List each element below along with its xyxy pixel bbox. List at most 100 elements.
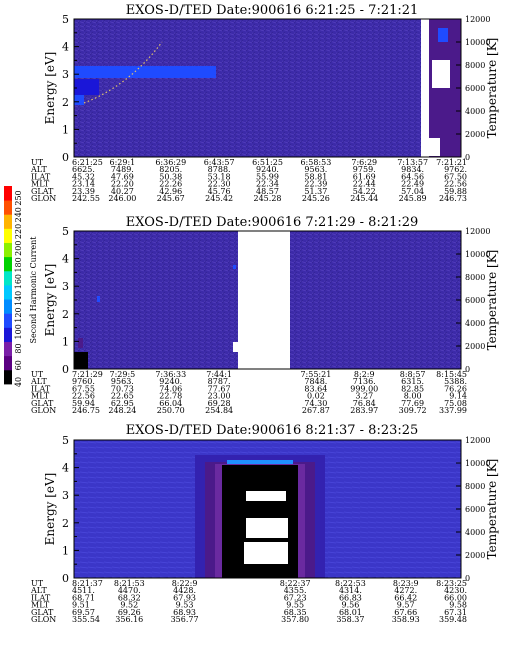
row-value: 64.56 [401, 172, 424, 181]
data-gap [238, 231, 290, 369]
row-value: 66.83 [339, 593, 362, 602]
row-value: 9.56 [342, 601, 360, 610]
row-value: 6:21:25 [72, 158, 103, 167]
edge-spike [233, 342, 238, 352]
y-tick-label: 1 [62, 123, 69, 136]
row-value: 245.67 [157, 194, 185, 203]
y2-tick-label: 10000 [465, 459, 490, 468]
y2-tick-label: 12000 [465, 436, 490, 445]
row-value: 245.28 [254, 194, 282, 203]
row-value: 55.99 [256, 172, 279, 181]
row-value: 4355. [284, 586, 307, 595]
row-value: 9.52 [120, 601, 138, 610]
row-value: 67.50 [444, 172, 467, 181]
y-axis-label: Energy [eV] [43, 52, 57, 125]
row-value: 8:22:37 [280, 579, 311, 588]
row-value: 245.44 [350, 194, 378, 203]
right-axis: 0 2000 4000 6000 8000 10000 12000 [456, 15, 490, 162]
row-value: 6:36:29 [155, 158, 186, 167]
row-value: 4272. [394, 586, 417, 595]
colorbar-swatch [4, 299, 12, 314]
row-value: 7:55:21 [300, 370, 331, 379]
top-saturation [227, 460, 293, 464]
row-value: 8788. [208, 165, 231, 174]
row-value: 0.02 [307, 392, 325, 401]
row-value: 22.30 [208, 180, 231, 189]
colorbar-tick-label: 200 [14, 241, 23, 256]
row-value: 42.96 [159, 187, 182, 196]
y2-tick-label: 2000 [465, 342, 485, 351]
panel-title: EXOS-D/TED Date:900616 6:21:25 - 7:21:21 [126, 3, 419, 18]
row-value: 7848. [304, 377, 327, 386]
row-value: 8:21:37 [72, 579, 103, 588]
colorbar-tick-label: 120 [14, 307, 23, 322]
row-value: 67.93 [173, 593, 196, 602]
row-value: 69.28 [208, 399, 231, 408]
row-value: 9759. [353, 165, 376, 174]
row-name: ALT [30, 586, 47, 595]
y2-tick-label: 12000 [465, 15, 490, 24]
row-value: 9.51 [72, 601, 90, 610]
y-tick-label: 4 [62, 462, 69, 475]
colorbar-tick-label: 60 [14, 360, 23, 370]
row-value: 246.75 [72, 406, 100, 415]
colorbar-tick-label: 160 [14, 274, 23, 289]
row-value: 9563. [304, 165, 327, 174]
row-name: ILAT [31, 172, 51, 181]
spectrogram-features [74, 19, 461, 157]
row-value: 22.26 [159, 180, 182, 189]
row-value: 69.57 [72, 608, 95, 617]
row-value: 59.94 [72, 399, 95, 408]
y-tick-label: 1 [62, 544, 69, 557]
row-value: 8:23:25 [436, 579, 467, 588]
row-value: 22.78 [159, 392, 182, 401]
row-value: 68.35 [284, 608, 307, 617]
row-value: 999.00 [350, 384, 378, 393]
row-value: 8:22:9 [172, 579, 198, 588]
row-value: 245.42 [205, 194, 233, 203]
row-value: 67.31 [444, 608, 467, 617]
colorbar-tick-label: 80 [14, 343, 23, 353]
row-value: 9.14 [449, 392, 467, 401]
row-value: 4511. [72, 586, 95, 595]
y-tick-label: 0 [62, 151, 69, 164]
colorbar-swatch [4, 341, 12, 357]
panel-title: EXOS-D/TED Date:900616 8:21:37 - 8:23:25 [126, 423, 419, 438]
row-value: 68.93 [173, 608, 196, 617]
row-value: 7:21:21 [436, 158, 467, 167]
y-axis-label: Energy [eV] [43, 473, 57, 546]
row-value: 8205. [159, 165, 182, 174]
spectrogram-panel-1: EXOS-D/TED Date:900616 6:21:25 - 7:21:21… [30, 3, 499, 203]
row-value: 76.84 [353, 399, 376, 408]
row-name: ILAT [31, 593, 51, 602]
y-tick-label: 2 [62, 96, 69, 109]
row-value: 7489. [111, 165, 134, 174]
row-value: 68.32 [118, 593, 141, 602]
left-axis: 0 1 2 3 4 5 [62, 225, 79, 376]
row-value: 4428. [173, 586, 196, 595]
row-value: 22.34 [256, 180, 279, 189]
row-value: 8:8:57 [400, 370, 426, 379]
row-value: 245.26 [302, 194, 330, 203]
row-value: 74.06 [159, 384, 182, 393]
row-value: 67.66 [394, 608, 417, 617]
spectrogram-features [74, 231, 290, 369]
y-tick-label: 3 [62, 68, 69, 81]
low-energy-tail [74, 95, 84, 105]
edge-dark-strip [78, 338, 83, 348]
colorbar-tick-label: 220 [14, 224, 23, 239]
row-value: 58.81 [304, 172, 327, 181]
row-value: 5388. [444, 377, 467, 386]
row-value: 8:22:53 [335, 579, 366, 588]
row-value: 4230. [444, 586, 467, 595]
y-tick-label: 0 [62, 363, 69, 376]
row-value: 7:36:33 [155, 370, 186, 379]
low-energy-band-edge [74, 79, 99, 95]
edge-dark-strip [74, 352, 88, 369]
saturated-patch-low [428, 138, 440, 156]
row-name: UT [31, 370, 44, 379]
row-value: 9563. [111, 377, 134, 386]
